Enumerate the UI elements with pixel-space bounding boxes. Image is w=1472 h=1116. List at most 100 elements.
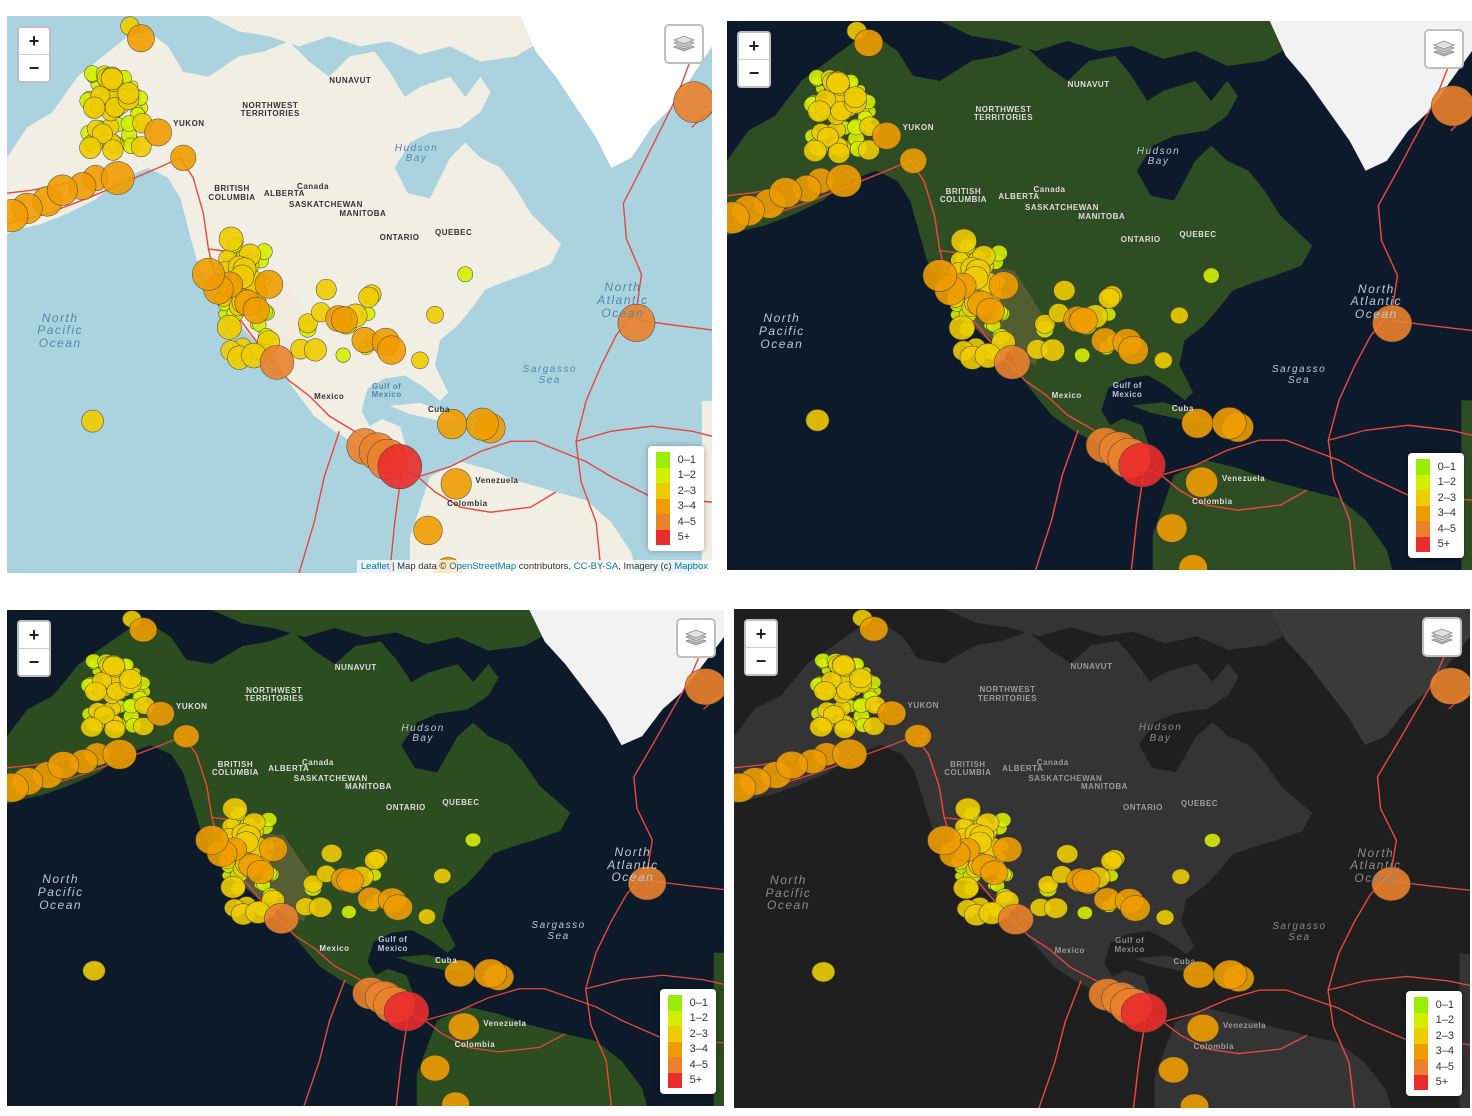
earthquake-marker[interactable] [1156, 513, 1188, 543]
earthquake-marker[interactable] [195, 825, 229, 855]
earthquake-marker[interactable] [119, 669, 142, 689]
earthquake-marker[interactable] [843, 86, 867, 109]
earthquake-marker[interactable] [46, 174, 78, 206]
earthquake-marker[interactable] [47, 751, 80, 779]
earthquake-marker[interactable] [1372, 304, 1413, 343]
earthquake-marker[interactable] [1180, 1093, 1209, 1108]
earthquake-marker[interactable] [853, 29, 884, 57]
earthquake-marker[interactable] [857, 139, 880, 161]
earthquake-marker[interactable] [904, 724, 932, 748]
layers-control-button[interactable] [664, 24, 704, 64]
layers-control-button[interactable] [1424, 29, 1464, 69]
earthquake-marker[interactable] [813, 681, 837, 702]
earthquake-marker[interactable] [222, 797, 248, 820]
earthquake-marker[interactable] [1155, 909, 1175, 926]
map-panel-satellite[interactable]: North Pacific Ocean North Atlantic Ocean S… [7, 610, 724, 1106]
earthquake-marker[interactable] [1204, 833, 1221, 848]
earthquake-marker[interactable] [466, 407, 499, 441]
earthquake-marker[interactable] [899, 147, 927, 174]
earthquake-marker[interactable] [976, 297, 1005, 325]
earthquake-marker[interactable] [133, 717, 154, 736]
earthquake-marker[interactable] [1186, 1014, 1220, 1043]
earthquake-marker[interactable] [1181, 408, 1214, 439]
earthquake-marker[interactable] [321, 844, 343, 863]
earthquake-marker[interactable] [100, 67, 124, 91]
earthquake-marker[interactable] [955, 797, 981, 821]
earthquake-marker[interactable] [832, 739, 868, 770]
earthquake-marker[interactable] [927, 825, 962, 856]
earthquake-marker[interactable] [1034, 314, 1056, 334]
earthquake-marker[interactable] [383, 991, 430, 1032]
earthquake-marker[interactable] [1069, 307, 1098, 334]
earthquake-marker[interactable] [1037, 875, 1059, 894]
openstreetmap-link[interactable]: OpenStreetMap [449, 561, 517, 572]
earthquake-marker[interactable] [727, 201, 750, 234]
earthquake-marker[interactable] [1120, 992, 1168, 1033]
earthquake-marker[interactable] [950, 228, 977, 254]
earthquake-marker[interactable] [302, 874, 323, 893]
earthquake-marker[interactable] [358, 286, 380, 308]
earthquake-marker[interactable] [1118, 335, 1149, 365]
earthquake-marker[interactable] [922, 259, 958, 292]
earthquake-marker[interactable] [997, 903, 1034, 935]
earthquake-marker[interactable] [308, 897, 333, 918]
earthquake-marker[interactable] [79, 136, 102, 159]
earthquake-marker[interactable] [80, 717, 103, 738]
earthquake-marker[interactable] [377, 335, 406, 365]
zoom-out-button[interactable]: − [739, 59, 769, 86]
earthquake-marker[interactable] [216, 314, 242, 340]
leaflet-link[interactable]: Leaflet [360, 561, 390, 572]
earthquake-marker[interactable] [1120, 895, 1151, 922]
map-panel-streets[interactable]: North Pacific Ocean North Atlantic Ocean S… [7, 16, 712, 573]
earthquake-marker[interactable] [992, 836, 1023, 863]
earthquake-marker[interactable] [826, 71, 850, 95]
zoom-out-button[interactable]: − [19, 54, 49, 81]
earthquake-marker[interactable] [817, 126, 839, 148]
earthquake-marker[interactable] [1158, 1056, 1189, 1084]
earthquake-marker[interactable] [826, 164, 862, 198]
earthquake-marker[interactable] [173, 724, 200, 748]
earthquake-marker[interactable] [448, 1012, 480, 1041]
basemap-svg[interactable] [7, 610, 724, 1106]
earthquake-marker[interactable] [170, 144, 197, 171]
earthquake-marker[interactable] [811, 961, 836, 983]
earthquake-marker[interactable] [1183, 961, 1215, 989]
earthquake-marker[interactable] [377, 444, 423, 490]
basemap-svg[interactable] [727, 21, 1472, 570]
earthquake-marker[interactable] [827, 142, 851, 164]
earthquake-marker[interactable] [1170, 306, 1189, 325]
earthquake-marker[interactable] [1171, 868, 1190, 885]
earthquake-marker[interactable] [457, 266, 474, 283]
earthquake-marker[interactable] [988, 271, 1019, 300]
earthquake-marker[interactable] [420, 1055, 451, 1082]
earthquake-marker[interactable] [220, 876, 246, 899]
earthquake-marker[interactable] [805, 409, 830, 432]
earthquake-marker[interactable] [146, 701, 175, 727]
earthquake-marker[interactable] [1178, 554, 1208, 570]
earthquake-marker[interactable] [7, 773, 29, 803]
zoom-out-button[interactable]: − [19, 648, 49, 675]
earthquake-marker[interactable] [948, 315, 976, 341]
earthquake-marker[interactable] [1202, 267, 1220, 284]
earthquake-marker[interactable] [1053, 280, 1076, 301]
mapbox-link[interactable]: Mapbox [674, 561, 708, 572]
earthquake-marker[interactable] [627, 866, 667, 901]
earthquake-marker[interactable] [831, 655, 856, 676]
earthquake-marker[interactable] [441, 1091, 470, 1106]
earthquake-marker[interactable] [82, 960, 106, 981]
earthquake-marker[interactable] [684, 668, 724, 706]
earthquake-marker[interactable] [258, 836, 288, 862]
earthquake-marker[interactable] [144, 118, 172, 147]
earthquake-marker[interactable] [104, 719, 126, 739]
earthquake-marker[interactable] [849, 668, 873, 689]
earthquake-marker[interactable] [1072, 869, 1101, 894]
earthquake-marker[interactable] [617, 303, 656, 342]
earthquake-marker[interactable] [1429, 667, 1470, 705]
earthquake-marker[interactable] [92, 123, 113, 145]
zoom-out-button[interactable]: − [746, 647, 776, 674]
earthquake-marker[interactable] [877, 700, 907, 726]
layers-control-button[interactable] [676, 618, 716, 658]
earthquake-marker[interactable] [130, 136, 152, 158]
earthquake-marker[interactable] [1118, 443, 1166, 488]
earthquake-marker[interactable] [734, 773, 757, 803]
